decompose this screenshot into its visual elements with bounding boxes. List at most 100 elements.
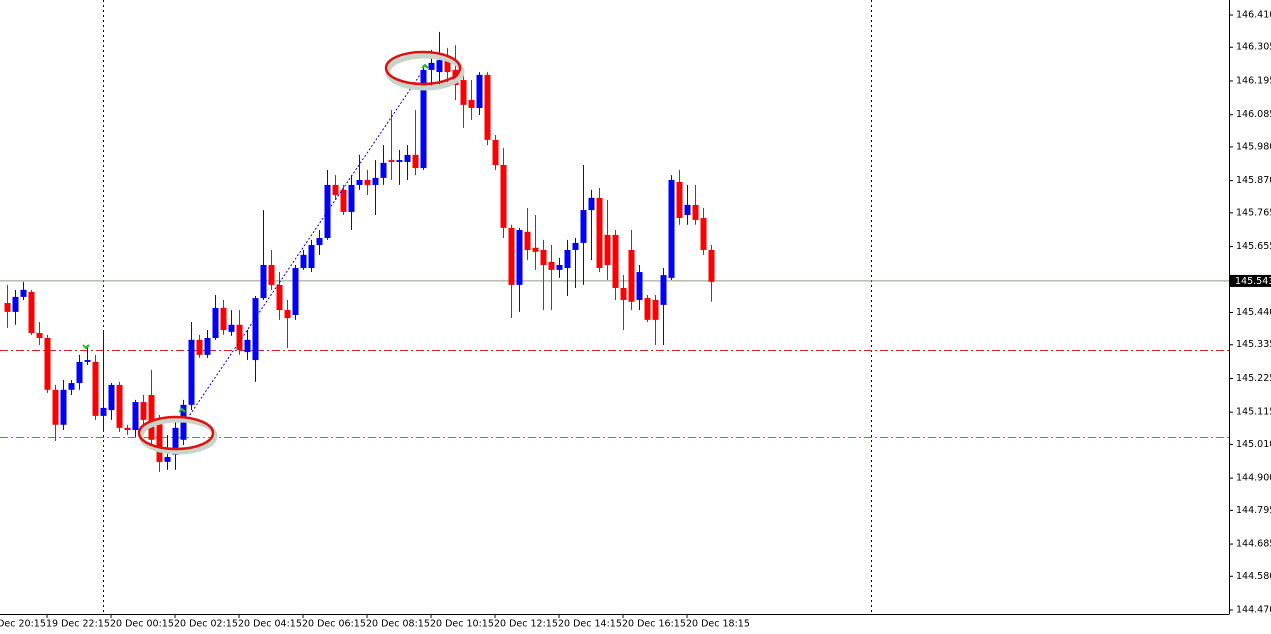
y-tick-label: 145.870	[1236, 175, 1271, 186]
signal-arrow	[178, 407, 186, 413]
candle-body	[580, 210, 587, 243]
candle-body	[284, 310, 291, 319]
candle-body	[636, 272, 643, 300]
candle-body	[52, 389, 59, 425]
highlight-ellipse	[137, 415, 215, 451]
candle-body	[84, 360, 91, 362]
candle-body	[508, 227, 515, 285]
candle-body	[268, 264, 275, 285]
candle-body	[44, 337, 51, 390]
candle-body	[612, 234, 619, 288]
x-tick-label: 20 Dec 04:15	[238, 619, 302, 630]
candle-body	[228, 324, 235, 332]
candle-body	[36, 333, 43, 338]
candle-body	[204, 337, 211, 355]
candle-body	[260, 264, 267, 299]
candle-body	[380, 162, 387, 178]
candle-body	[532, 247, 539, 252]
x-tick-label: 19 Dec 22:15	[46, 619, 110, 630]
x-tick-label: 20 Dec 18:15	[686, 619, 750, 630]
y-tick-label: 144.470	[1236, 605, 1271, 616]
candle-body	[572, 242, 579, 250]
last-price-box	[1230, 274, 1271, 287]
candle-body	[220, 307, 227, 331]
x-tick-label: 20 Dec 02:15	[174, 619, 238, 630]
candle-body	[676, 181, 683, 219]
candle-body	[404, 154, 411, 162]
candle-body	[436, 60, 443, 73]
candle-body	[108, 384, 115, 411]
candle-body	[452, 69, 459, 85]
candle-body	[620, 287, 627, 300]
x-tick-label: 20 Dec 12:15	[494, 619, 558, 630]
candle-body	[588, 197, 595, 211]
candle-body	[124, 427, 131, 430]
candle-body	[308, 245, 315, 269]
y-tick-label: 145.225	[1236, 373, 1271, 384]
candle-body	[28, 291, 35, 334]
candle-body	[20, 289, 27, 297]
candle-body	[460, 80, 467, 105]
candle-body	[388, 160, 395, 162]
x-tick-label: 20 Dec 10:15	[430, 619, 494, 630]
candle-body	[468, 99, 475, 108]
y-tick-label: 145.765	[1236, 207, 1271, 218]
candle-body	[372, 177, 379, 185]
y-tick-label: 144.685	[1236, 539, 1271, 550]
x-tick-label: 19 Dec 20:15	[0, 619, 46, 630]
candle-body	[92, 361, 99, 416]
highlight-shadow	[138, 417, 218, 455]
candle-body	[244, 339, 251, 353]
candle-body	[212, 307, 219, 338]
candle-body	[156, 419, 163, 462]
signal-arrow	[82, 344, 90, 350]
y-tick-label: 144.795	[1236, 505, 1271, 516]
candle-body	[348, 184, 355, 212]
x-tick-label: 20 Dec 00:15	[110, 619, 174, 630]
candle-body	[172, 427, 179, 455]
y-tick-label: 145.335	[1236, 339, 1271, 350]
candle-body	[100, 407, 107, 416]
candle-body	[596, 197, 603, 269]
candle-body	[164, 456, 171, 462]
y-tick-label: 145.440	[1236, 307, 1271, 318]
candle-body	[188, 339, 195, 405]
candle-body	[300, 254, 307, 269]
candle-body	[668, 180, 675, 278]
y-tick-label: 145.980	[1236, 141, 1271, 152]
candle-body	[476, 74, 483, 108]
candle-body	[292, 268, 299, 315]
trend-line	[182, 65, 427, 426]
x-tick-label: 20 Dec 08:15	[366, 619, 430, 630]
candle-body	[524, 231, 531, 250]
candle-body	[396, 160, 403, 162]
candle-body	[708, 249, 715, 282]
candle-body	[652, 299, 659, 320]
y-tick-label: 146.085	[1236, 109, 1271, 120]
signal-arrow	[421, 63, 429, 69]
candle-body	[340, 189, 347, 212]
candle-body	[356, 180, 363, 185]
candle-body	[140, 402, 147, 420]
candle-body	[444, 60, 451, 73]
candle-body	[252, 298, 259, 361]
y-tick-label: 146.410	[1236, 10, 1271, 21]
candle-body	[68, 383, 75, 390]
candle-body	[412, 154, 419, 169]
candle-body	[500, 165, 507, 228]
candle-body	[316, 237, 323, 246]
candle-body	[116, 384, 123, 428]
last-price-label: 145.543	[1235, 276, 1271, 287]
candle-body	[556, 264, 563, 270]
y-tick-label: 145.655	[1236, 241, 1271, 252]
candle-body	[420, 69, 427, 169]
candle-body	[76, 361, 83, 384]
candle-body	[540, 249, 547, 265]
y-tick-label: 144.580	[1236, 571, 1271, 582]
candle-body	[148, 395, 155, 440]
candle-body	[12, 296, 19, 312]
candle-body	[604, 234, 611, 265]
y-tick-label: 144.900	[1236, 473, 1271, 484]
candle-body	[684, 204, 691, 215]
